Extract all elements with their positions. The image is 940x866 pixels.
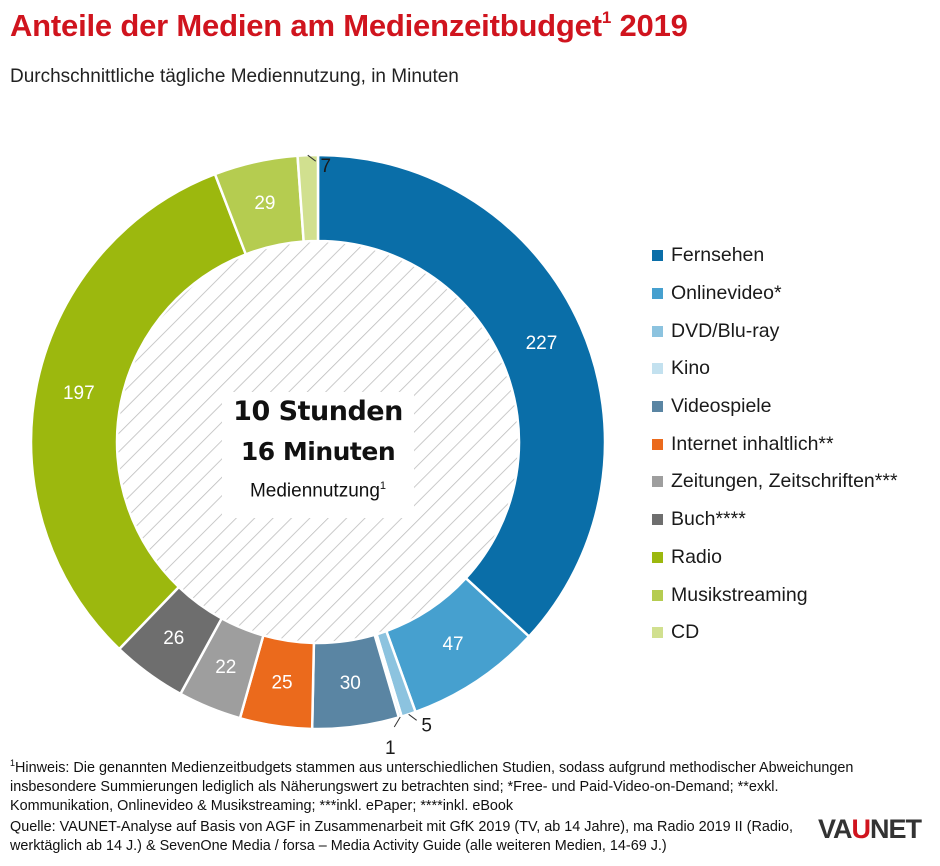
legend-item: Radio (652, 539, 898, 577)
title-text: Anteile der Medien am Medienzeitbudget (10, 8, 602, 43)
legend-label: Buch**** (671, 508, 746, 531)
legend-label: Videospiele (671, 395, 772, 418)
donut-slice-cd (296, 153, 320, 243)
slice-value-label: 30 (340, 673, 361, 694)
legend-label: Fernsehen (671, 244, 765, 267)
legend-label: DVD/Blu-ray (671, 319, 780, 342)
legend-swatch (652, 325, 663, 337)
legend-item: Zeitungen, Zeitschriften*** (652, 463, 898, 501)
legend-label: Musikstreaming (671, 583, 808, 606)
footnote: 1Hinweis: Die genannten Medienzeitbudget… (10, 754, 860, 816)
slice-value-label: 25 (271, 672, 292, 693)
legend-label: Zeitungen, Zeitschriften*** (671, 470, 898, 493)
footnote-mark: 1 (10, 758, 16, 768)
total-minutes: 16 Minuten (240, 437, 396, 466)
legend-label: Internet inhaltlich** (671, 432, 834, 455)
slice-leader-line (307, 154, 317, 162)
legend-label: Radio (671, 545, 722, 568)
title-footnote-mark: 1 (601, 8, 612, 27)
center-caption-text: Mediennutzung (249, 480, 380, 502)
slice-value-label: 7 (320, 156, 331, 177)
legend-swatch (652, 401, 663, 413)
title-year: 2019 (611, 8, 688, 43)
donut-center-label: 10 Stunden 16 Minuten Mediennutzung1 (208, 392, 428, 505)
legend-swatch (652, 551, 663, 563)
legend-item: Videospiele (652, 388, 898, 426)
legend-swatch (652, 627, 663, 639)
legend-swatch (652, 476, 663, 488)
chart-subtitle: Durchschnittliche tägliche Mediennutzung… (10, 66, 459, 87)
legend-item: Kino (652, 350, 898, 388)
slice-value-label: 22 (215, 657, 236, 678)
logo-part-3: NET (870, 814, 922, 844)
donut-slice-labels: 227 47 5 1 30 25 22 26 197 29 7 (63, 154, 558, 759)
legend-label: CD (671, 621, 700, 644)
chart-legend: Fernsehen Onlinevideo* DVD/Blu-ray Kino … (652, 237, 898, 652)
donut-slice-fernsehen (316, 153, 607, 639)
slice-value-label: 47 (442, 634, 463, 655)
legend-swatch (652, 589, 663, 601)
legend-item: Fernsehen (652, 237, 898, 275)
legend-label: Kino (671, 357, 711, 380)
chart-title: Anteile der Medien am Medienzeitbudget1 … (10, 8, 688, 44)
source-note: Quelle: VAUNET-Analyse auf Basis von AGF… (10, 819, 794, 854)
slice-leader-line (408, 713, 417, 721)
legend-swatch (652, 438, 663, 450)
donut-slices (29, 153, 607, 731)
legend-item: Internet inhaltlich** (652, 425, 898, 463)
total-hours: 10 Stunden (233, 396, 403, 427)
footnote-text: Hinweis: Die genannten Medienzeitbudgets… (10, 759, 854, 814)
slice-value-label: 26 (163, 628, 184, 649)
center-caption: Mediennutzung1 (208, 472, 428, 505)
legend-swatch (652, 514, 663, 526)
slice-value-label: 197 (63, 383, 95, 404)
legend-label: Onlinevideo* (671, 282, 782, 305)
legend-swatch (652, 250, 663, 262)
legend-item: Buch**** (652, 501, 898, 539)
center-text-backdrop (222, 392, 414, 518)
legend-item: DVD/Blu-ray (652, 312, 898, 350)
legend-item: Musikstreaming (652, 576, 898, 614)
logo-part-2: U (851, 814, 871, 844)
slice-leader-line (393, 716, 401, 728)
slice-value-label: 29 (254, 193, 275, 214)
legend-item: Onlinevideo* (652, 275, 898, 313)
legend-item: CD (652, 614, 898, 652)
legend-swatch (652, 288, 663, 300)
legend-swatch (652, 363, 663, 375)
vaunet-logo: VAUNET (818, 814, 922, 845)
logo-part-1: VA (818, 814, 853, 844)
slice-value-label: 227 (526, 333, 558, 354)
slice-value-label: 5 (421, 715, 432, 736)
slice-value-label: 1 (385, 738, 396, 759)
donut-slice-radio (29, 172, 248, 651)
center-footnote-mark: 1 (379, 480, 387, 492)
